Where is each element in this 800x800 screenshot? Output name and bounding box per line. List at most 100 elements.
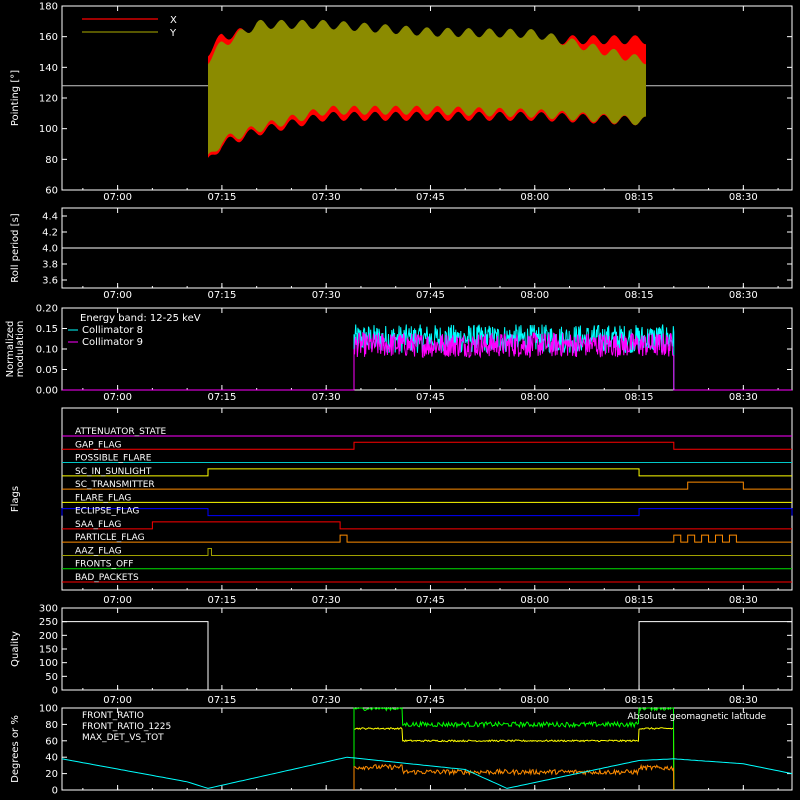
y-tick-label: 180 <box>39 2 58 13</box>
panel-2: 07:00 07:15 07:30 07:45 08:00 08:15 08:30 Roll … <box>10 207 793 301</box>
legend-label-y: Y <box>169 28 177 39</box>
x-tick-label: 07:15 <box>207 695 236 706</box>
y-tick-label: 0.20 <box>36 304 58 315</box>
energy-band-annotation: Energy band: 12-25 keV <box>80 313 201 324</box>
flag-trace-eclipse-flag <box>61 508 793 517</box>
y-axis-label: Degrees or % <box>10 715 21 783</box>
y-tick-label: 0 <box>52 686 58 697</box>
y-tick-label: 0.05 <box>36 365 58 376</box>
y-tick-label: 3.6 <box>42 276 58 287</box>
series-max-det-vs-tot <box>353 763 675 791</box>
flag-trace-sc-transmitter <box>62 481 792 490</box>
x-tick-label: 07:30 <box>312 595 341 606</box>
flag-label-possible-flare: POSSIBLE_FLARE <box>75 454 152 464</box>
x-tick-label: 08:00 <box>520 595 549 606</box>
flag-trace-gap-flag <box>62 441 792 450</box>
y-tick-label: 50 <box>45 672 58 683</box>
x-tick-label: 07:45 <box>416 695 445 706</box>
x-tick-label: 08:15 <box>625 392 654 403</box>
x-tick-label: 07:15 <box>207 392 236 403</box>
y-tick-label: 250 <box>39 617 58 628</box>
x-tick-label: 08:00 <box>520 695 549 706</box>
series-front-ratio-1225 <box>353 707 675 791</box>
flag-label-aaz-flag: AAZ_FLAG <box>75 546 122 556</box>
y-tick-label: 80 <box>45 155 58 166</box>
y-tick-label: 100 <box>39 124 58 135</box>
x-tick-label: 08:30 <box>729 290 758 301</box>
y-tick-label: 140 <box>39 63 58 74</box>
x-tick-label: 08:15 <box>625 192 654 203</box>
flag-trace-saa-flag <box>62 521 792 530</box>
series-y-band <box>208 19 646 155</box>
y-tick-label: 0.00 <box>36 386 58 397</box>
y-axis-label: Normalized <box>5 321 16 378</box>
legend-label-x: X <box>170 15 177 26</box>
x-tick-label: 08:30 <box>729 695 758 706</box>
flag-label-flare-flag: FLARE_FLAG <box>75 493 131 503</box>
flag-label-sc-in-sunlight: SC_IN_SUNLIGHT <box>75 467 152 477</box>
y-tick-label: 80 <box>45 720 58 731</box>
x-tick-label: 08:30 <box>729 392 758 403</box>
plot-frame <box>61 707 793 791</box>
y-tick-label: 150 <box>39 645 58 656</box>
series-collimator-8 <box>62 324 792 391</box>
y-tick-label: 60 <box>45 186 58 197</box>
flag-label-saa-flag: SAA_FLAG <box>75 520 121 530</box>
flag-label-attenuator-state: ATTENUATOR_STATE <box>75 427 167 437</box>
x-tick-label: 07:45 <box>416 290 445 301</box>
x-tick-label: 08:30 <box>729 192 758 203</box>
flag-label-sc-transmitter: SC_TRANSMITTER <box>75 480 155 490</box>
legend-label-front-ratio-1225: FRONT_RATIO_1225 <box>82 722 171 732</box>
y-tick-label: 160 <box>39 32 58 43</box>
y-tick-label: 3.8 <box>42 260 58 271</box>
y-tick-label: 0.10 <box>36 345 58 356</box>
y-tick-label: 60 <box>45 736 58 747</box>
y-tick-label: 0 <box>52 786 58 797</box>
y-tick-label: 40 <box>45 753 58 764</box>
series-front-ratio <box>353 727 675 791</box>
x-tick-label: 07:00 <box>103 392 132 403</box>
y-axis-label: Pointing [°] <box>10 70 21 126</box>
flag-label-particle-flag: PARTICLE_FLAG <box>75 533 145 543</box>
y-tick-label: 20 <box>45 769 58 780</box>
x-tick-label: 08:15 <box>625 695 654 706</box>
x-tick-label: 07:00 <box>103 290 132 301</box>
x-tick-label: 07:00 <box>103 192 132 203</box>
series-collimator-9 <box>62 331 792 391</box>
x-tick-label: 07:00 <box>103 595 132 606</box>
y-tick-label: 100 <box>39 658 58 669</box>
x-tick-label: 07:15 <box>207 290 236 301</box>
y-tick-label: 300 <box>39 604 58 615</box>
flag-trace-sc-in-sunlight <box>62 468 792 477</box>
y-tick-label: 4.2 <box>42 228 58 239</box>
legend-label-collimator-8: Collimator 8 <box>82 325 143 336</box>
panel-1: 07:00 07:15 07:30 07:45 08:00 08:15 08:30 Point… <box>10 2 793 203</box>
legend-label-front-ratio: FRONT_RATIO <box>82 711 144 721</box>
x-tick-label: 07:15 <box>207 192 236 203</box>
x-tick-label: 08:30 <box>729 595 758 606</box>
quality-trace <box>62 621 792 691</box>
x-tick-label: 07:30 <box>312 695 341 706</box>
flag-label-fronts-off: FRONTS_OFF <box>75 560 133 570</box>
y-tick-label: 0.15 <box>36 324 58 335</box>
panel-6: Degrees or % 0 20 40 60 80 100 FRONT_RATIOFRONT… <box>10 704 793 797</box>
plot-frame <box>61 407 793 591</box>
x-tick-label: 07:00 <box>103 695 132 706</box>
y-axis-label: Quality <box>10 631 21 667</box>
panel-4: 07:00 07:15 07:30 07:45 08:00 08:15 08:30 Flags… <box>10 407 793 606</box>
legend-label-geomagnetic-latitude: Absolute geomagnetic latitude <box>627 712 766 722</box>
flag-trace-aaz-flag <box>62 547 792 556</box>
y-tick-label: 4.0 <box>42 244 58 255</box>
x-tick-label: 08:00 <box>520 290 549 301</box>
y-axis-label: Roll period [s] <box>10 213 21 282</box>
x-tick-label: 08:00 <box>520 392 549 403</box>
x-tick-label: 07:45 <box>416 192 445 203</box>
x-tick-label: 07:30 <box>312 290 341 301</box>
x-tick-label: 07:45 <box>416 595 445 606</box>
x-tick-label: 08:15 <box>625 290 654 301</box>
flag-label-eclipse-flag: ECLIPSE_FLAG <box>75 507 139 517</box>
x-tick-label: 07:45 <box>416 392 445 403</box>
x-tick-label: 07:15 <box>207 595 236 606</box>
x-tick-label: 08:15 <box>625 595 654 606</box>
